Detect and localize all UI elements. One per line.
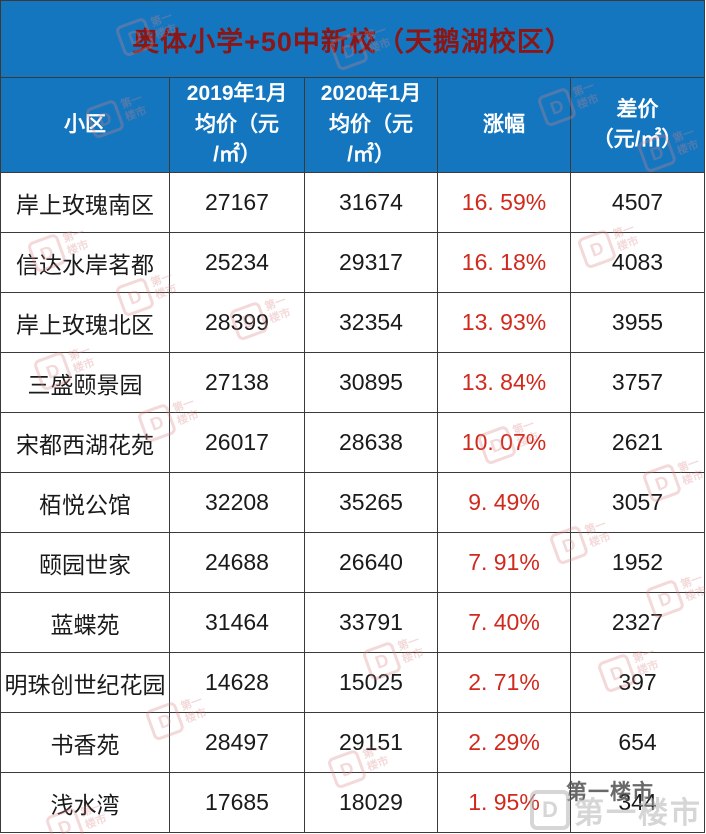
diff-cell: 4083 [571, 233, 705, 293]
price-2020-cell: 30895 [305, 353, 438, 413]
growth-cell: 9. 49% [438, 473, 571, 533]
price-2020-cell: 18029 [305, 773, 438, 833]
diff-cell: 2621 [571, 413, 705, 473]
price-2020-cell: 35265 [305, 473, 438, 533]
diff-cell: 2327 [571, 593, 705, 653]
growth-cell: 2. 71% [438, 653, 571, 713]
price-2020-cell: 32354 [305, 293, 438, 353]
diff-cell: 3757 [571, 353, 705, 413]
price-2019-cell: 24688 [170, 533, 305, 593]
price-2019-cell: 31464 [170, 593, 305, 653]
price-2020-cell: 15025 [305, 653, 438, 713]
growth-cell: 13. 93% [438, 293, 571, 353]
growth-cell: 1. 95% [438, 773, 571, 833]
growth-cell: 16. 18% [438, 233, 571, 293]
diff-cell: 4507 [571, 173, 705, 233]
growth-cell: 10. 07% [438, 413, 571, 473]
diff-cell: 3057 [571, 473, 705, 533]
price-2020-cell: 33791 [305, 593, 438, 653]
price-2019-cell: 27138 [170, 353, 305, 413]
community-cell: 信达水岸茗都 [1, 233, 170, 293]
community-cell: 颐园世家 [1, 533, 170, 593]
diff-cell: 344 [571, 773, 705, 833]
price-2020-cell: 29151 [305, 713, 438, 773]
diff-cell: 1952 [571, 533, 705, 593]
community-cell: 岸上玫瑰南区 [1, 173, 170, 233]
diff-cell: 3955 [571, 293, 705, 353]
col-header-diff: 差价 （元/㎡） [571, 78, 705, 173]
community-cell: 宋都西湖花苑 [1, 413, 170, 473]
price-2019-cell: 17685 [170, 773, 305, 833]
col-header-price-2019: 2019年1月 均价（元 /㎡） [170, 78, 305, 173]
community-cell: 蓝蝶苑 [1, 593, 170, 653]
price-2019-cell: 32208 [170, 473, 305, 533]
col-header-growth: 涨幅 [438, 78, 571, 173]
diff-cell: 397 [571, 653, 705, 713]
growth-cell: 2. 29% [438, 713, 571, 773]
price-2019-cell: 14628 [170, 653, 305, 713]
growth-cell: 13. 84% [438, 353, 571, 413]
community-cell: 三盛颐景园 [1, 353, 170, 413]
community-cell: 岸上玫瑰北区 [1, 293, 170, 353]
price-2019-cell: 28497 [170, 713, 305, 773]
price-2020-cell: 26640 [305, 533, 438, 593]
community-cell: 书香苑 [1, 713, 170, 773]
growth-cell: 7. 40% [438, 593, 571, 653]
col-header-price-2020: 2020年1月 均价（元 /㎡） [305, 78, 438, 173]
price-2020-cell: 31674 [305, 173, 438, 233]
price-2019-cell: 28399 [170, 293, 305, 353]
community-cell: 明珠创世纪花园 [1, 653, 170, 713]
table-title: 奥体小学+50中新校（天鹅湖校区） [1, 1, 705, 78]
community-cell: 浅水湾 [1, 773, 170, 833]
price-2020-cell: 29317 [305, 233, 438, 293]
price-2019-cell: 25234 [170, 233, 305, 293]
growth-cell: 7. 91% [438, 533, 571, 593]
price-2019-cell: 27167 [170, 173, 305, 233]
growth-cell: 16. 59% [438, 173, 571, 233]
col-header-community: 小区 [1, 78, 170, 173]
price-2019-cell: 26017 [170, 413, 305, 473]
diff-cell: 654 [571, 713, 705, 773]
community-cell: 栢悦公馆 [1, 473, 170, 533]
price-2020-cell: 28638 [305, 413, 438, 473]
